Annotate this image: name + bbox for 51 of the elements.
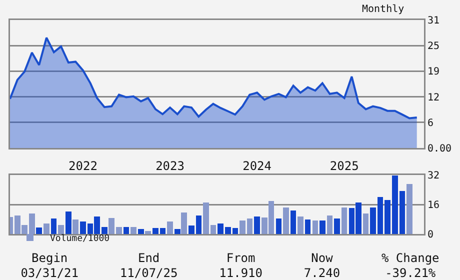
bar — [167, 222, 173, 234]
chart-subtitle: Monthly — [362, 4, 404, 15]
x-tick-label: 2024 — [242, 158, 272, 173]
bar — [334, 218, 340, 234]
text: -39.21% — [385, 266, 436, 280]
y-tick-label: 6 — [428, 118, 434, 129]
bar — [320, 220, 326, 234]
text: 11/07/25 — [120, 266, 178, 280]
bar — [341, 207, 348, 234]
bar — [174, 228, 180, 234]
x-tick-label: 2023 — [156, 158, 184, 173]
category-label: % Change — [381, 251, 440, 266]
bar — [44, 224, 50, 234]
bar — [36, 228, 42, 234]
bar — [326, 216, 333, 234]
bar — [254, 216, 260, 234]
y-tick-label: 12 — [428, 92, 440, 104]
bar — [305, 220, 311, 234]
y-tick-label: 0 — [428, 230, 434, 240]
bar — [72, 220, 78, 234]
x-tick-label: 2025 — [330, 158, 359, 173]
bar — [138, 228, 144, 234]
bar — [298, 216, 304, 234]
category-label: End — [136, 251, 161, 266]
text: 11.910 — [219, 266, 262, 280]
bar — [58, 224, 64, 234]
y-tick-label: 19 — [428, 66, 440, 78]
y-tick-label: 25 — [428, 41, 440, 52]
bar — [66, 211, 72, 234]
bar — [51, 218, 57, 234]
bar — [130, 226, 136, 234]
category-label: Now — [310, 251, 334, 266]
bar — [276, 218, 282, 234]
y-tick-label: 16 — [428, 200, 440, 211]
text: 03/31/21 — [20, 266, 78, 280]
x-tick-label: 2022 — [68, 158, 98, 173]
y-tick-label: 32 — [428, 170, 440, 182]
bar — [283, 207, 289, 234]
bar — [290, 210, 296, 234]
bar — [145, 230, 151, 234]
category-label: From — [225, 251, 256, 266]
y-tick-label: 0.00 — [428, 144, 452, 154]
legend-label: Volume/1000 — [50, 234, 110, 244]
bar — [123, 226, 129, 234]
bar — [312, 220, 318, 234]
bar — [406, 184, 412, 234]
bar — [181, 212, 187, 234]
y-tick-label: 31 — [428, 16, 440, 26]
text: 7.240 — [304, 266, 340, 280]
bar — [362, 213, 369, 234]
category-label: Begin — [30, 251, 69, 266]
